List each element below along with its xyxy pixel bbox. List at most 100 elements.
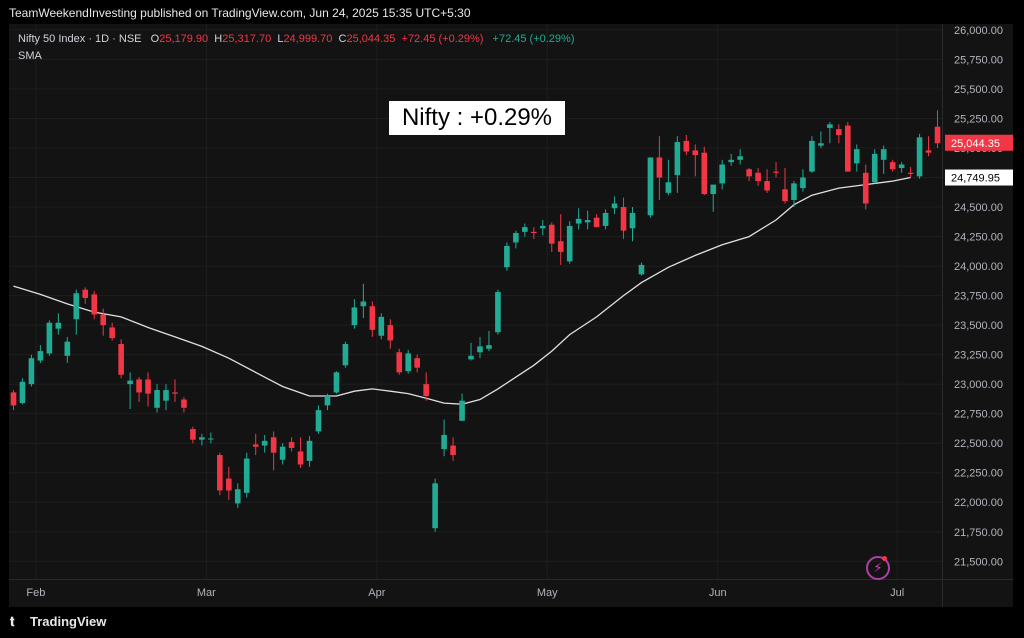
candle <box>495 289 501 335</box>
last-price-tag <box>945 134 1013 151</box>
candle <box>602 209 609 230</box>
candle <box>548 222 555 252</box>
candle <box>396 348 403 375</box>
candle <box>746 168 752 182</box>
open-key: O <box>150 33 160 45</box>
candle <box>459 393 465 421</box>
candle <box>674 136 681 193</box>
candle <box>611 196 618 215</box>
y-tick-label: 23,000.00 <box>954 379 1003 391</box>
candle-body <box>746 169 752 177</box>
candle-body <box>163 390 169 401</box>
candle-body <box>127 380 133 385</box>
candle-body <box>477 346 483 353</box>
candle-body <box>19 381 26 404</box>
candle <box>306 436 313 467</box>
candle-body <box>629 212 636 229</box>
symbol-name[interactable]: Nifty 50 Index · 1D · NSE <box>18 33 142 45</box>
candle-body <box>566 225 573 262</box>
candle <box>100 308 106 336</box>
candle <box>261 434 268 453</box>
chart-svg[interactable]: 26,000.00 25,750.00 25,500.00 25,250.00 25,0… <box>9 24 1013 607</box>
y-tick-label: 24,500.00 <box>954 202 1003 214</box>
candle-body <box>324 395 331 406</box>
candle <box>539 220 546 236</box>
y-tick-label: 22,000.00 <box>954 497 1003 509</box>
candle-body <box>450 445 456 456</box>
candle-body <box>315 410 322 432</box>
candle <box>486 331 492 352</box>
candle-body <box>916 137 923 177</box>
candle <box>423 372 429 401</box>
candle <box>342 341 349 368</box>
candle <box>575 208 582 230</box>
candle-body <box>791 183 797 200</box>
candles-layer <box>10 110 941 532</box>
price-axis[interactable]: 26,000.00 25,750.00 25,500.00 25,250.00 25,0… <box>942 24 1003 607</box>
candle-body <box>719 164 726 184</box>
candle-body <box>665 182 672 193</box>
candle-body <box>405 353 412 372</box>
candle <box>531 227 537 239</box>
x-tick-label: Mar <box>197 587 216 599</box>
candle <box>504 242 510 271</box>
candle-body <box>871 153 878 183</box>
candle <box>351 299 358 329</box>
candle <box>665 159 672 196</box>
candle <box>818 131 824 148</box>
candle <box>64 336 71 363</box>
candle <box>127 372 133 409</box>
x-tick-label: May <box>537 587 558 599</box>
lightning-bolt-icon[interactable]: ⚡︎ <box>866 556 890 580</box>
candle-body <box>136 379 142 393</box>
y-tick-label: 23,500.00 <box>954 320 1003 332</box>
candle-body <box>333 372 340 393</box>
time-axis[interactable]: Feb Mar Apr May Jun Jul <box>9 579 1013 600</box>
candle <box>10 390 17 411</box>
candle <box>441 419 447 457</box>
low-value: 24,999.70 <box>283 33 333 45</box>
candle-body <box>154 390 160 408</box>
candle <box>836 124 842 144</box>
candle <box>934 110 941 148</box>
candle <box>432 478 438 532</box>
symbol-legend[interactable]: Nifty 50 Index · 1D · NSE O25,179.90 H25… <box>18 33 574 45</box>
candle <box>154 384 160 413</box>
candle-body <box>934 126 941 144</box>
annotation-box: Nifty : +0.29% <box>389 101 565 135</box>
x-tick-label: Jul <box>890 587 904 599</box>
candle <box>297 437 304 468</box>
candle-body <box>64 341 71 356</box>
candle-body <box>656 157 663 178</box>
candle <box>190 426 196 444</box>
candle <box>378 313 385 340</box>
sma-layer <box>13 176 911 405</box>
candle <box>513 230 519 249</box>
candle <box>387 319 394 349</box>
candle <box>773 162 779 178</box>
sma-price-tag <box>945 169 1013 186</box>
y-tick-label: 22,500.00 <box>954 438 1003 450</box>
candle-body <box>495 292 501 333</box>
y-tick-label: 22,250.00 <box>954 468 1003 480</box>
candle-body <box>737 156 743 160</box>
candle-body <box>297 451 304 465</box>
candle-body <box>674 142 681 176</box>
candle-body <box>853 149 860 164</box>
candle <box>279 443 286 465</box>
candle-body <box>243 458 250 493</box>
candle <box>809 136 815 173</box>
candle <box>710 184 717 212</box>
candle <box>118 339 124 379</box>
candle-body <box>369 306 376 330</box>
sma-indicator-label[interactable]: SMA <box>18 50 42 62</box>
candle-body <box>190 429 196 440</box>
candle <box>845 122 851 172</box>
candle <box>369 301 376 337</box>
candle-body <box>907 172 914 174</box>
candle-body <box>459 400 465 421</box>
candle-body <box>225 478 232 491</box>
candle <box>181 397 187 413</box>
y-tick-label: 26,000.00 <box>954 25 1003 37</box>
candle-body <box>575 218 582 224</box>
